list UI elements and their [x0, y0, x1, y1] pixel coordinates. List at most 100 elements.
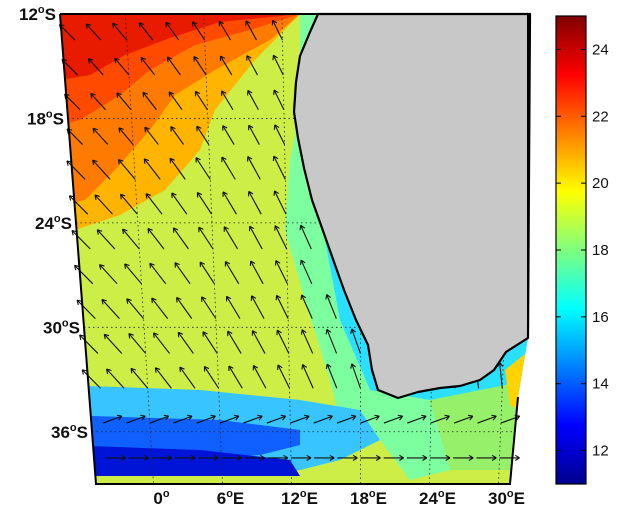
- coordinate-label: 18oE: [350, 488, 387, 508]
- wind-arrowhead: [106, 368, 112, 375]
- wind-arrow: [173, 415, 193, 424]
- wind-arrow: [116, 92, 132, 111]
- wind-arrow: [226, 296, 241, 319]
- wind-arrow: [351, 328, 361, 354]
- wind-arrowhead: [514, 454, 520, 461]
- wind-arrowhead: [114, 57, 120, 64]
- coordinate-label: 30oS: [43, 317, 80, 337]
- wind-arrow: [477, 415, 497, 424]
- wind-arrowhead: [92, 127, 98, 134]
- wind-arrow: [71, 230, 91, 250]
- wind-arrow: [301, 294, 313, 319]
- wind-vector-arrows: [58, 19, 521, 461]
- coordinate-label: 0o: [153, 488, 169, 508]
- wind-arrowhead: [140, 414, 146, 421]
- colorbar-tick-label: 24: [592, 41, 609, 58]
- wind-arrowhead: [138, 22, 145, 28]
- wind-arrow: [106, 368, 125, 389]
- wind-arrow: [87, 58, 104, 76]
- wind-arrowhead: [142, 91, 148, 98]
- wind-arrowhead: [257, 414, 263, 421]
- coordinate-label: 12oS: [19, 4, 56, 24]
- colorbar-tick-label: 20: [592, 175, 609, 192]
- wind-arrow: [430, 415, 450, 424]
- wind-arrowhead: [147, 227, 153, 234]
- wind-arrowhead: [300, 329, 307, 335]
- wind-arrow: [276, 295, 289, 319]
- wind-arrowhead: [167, 454, 173, 461]
- wind-arrowhead: [221, 90, 227, 96]
- wind-arrow: [143, 158, 161, 180]
- wind-arrowhead: [236, 454, 242, 461]
- wind-arrowhead: [168, 91, 175, 97]
- wind-arrow: [219, 55, 233, 76]
- wind-arrow: [300, 225, 312, 250]
- wind-arrow: [499, 362, 503, 389]
- wind-arrowhead: [245, 20, 251, 26]
- wind-arrowhead: [172, 227, 179, 233]
- wind-arrowhead: [421, 414, 427, 421]
- wind-arrow: [122, 228, 140, 250]
- wind-arrowhead: [170, 126, 176, 132]
- wind-arrowhead: [116, 92, 122, 98]
- wind-arrow: [248, 124, 260, 145]
- wind-arrowhead: [219, 55, 226, 62]
- wind-arrowhead: [90, 92, 96, 99]
- wind-arrowhead: [145, 193, 152, 199]
- wind-arrow: [176, 297, 193, 319]
- wind-arrow: [247, 90, 259, 111]
- wind-arrowhead: [169, 157, 175, 164]
- wind-arrowhead: [103, 333, 110, 340]
- wind-arrow: [101, 299, 120, 320]
- wind-arrowhead: [250, 295, 257, 301]
- wind-arrow: [223, 226, 239, 250]
- wind-arrow: [290, 415, 310, 424]
- wind-arrowhead: [467, 414, 474, 421]
- wind-arrowhead: [272, 54, 278, 61]
- wind-arrow: [171, 192, 188, 215]
- wind-arrow: [85, 23, 102, 41]
- wind-arrowhead: [124, 263, 130, 269]
- wind-arrowhead: [192, 21, 198, 27]
- wind-arrowhead: [177, 331, 184, 338]
- wind-arrow: [245, 20, 258, 41]
- wind-arrowhead: [274, 225, 280, 231]
- wind-arrow: [250, 260, 264, 285]
- wind-arrowhead: [248, 124, 254, 131]
- wind-arrow: [198, 226, 214, 250]
- wind-arrow: [144, 126, 159, 145]
- wind-arrowhead: [248, 190, 254, 197]
- wind-arrowhead: [154, 367, 161, 373]
- wind-arrow: [74, 264, 94, 285]
- wind-arrowhead: [325, 363, 332, 370]
- coordinate-label: 18oS: [27, 108, 64, 128]
- wind-arrow: [302, 364, 314, 389]
- wind-arrowhead: [195, 157, 201, 163]
- wind-arrowhead: [468, 454, 474, 461]
- wind-arrowhead: [280, 414, 287, 421]
- wind-arrow: [170, 126, 185, 145]
- wind-arrowhead: [213, 454, 219, 461]
- wind-arrowhead: [272, 155, 279, 162]
- wind-arrow: [221, 156, 236, 180]
- wind-arrow: [276, 329, 290, 354]
- temperature-colorbar: 12 14 16 18 20 22 24: [555, 15, 609, 485]
- wind-arrow: [167, 56, 181, 76]
- wind-arrow: [66, 160, 86, 180]
- wind-arrow: [273, 89, 285, 110]
- wind-arrowhead: [85, 23, 92, 29]
- wind-arrowhead: [81, 369, 88, 375]
- wind-arrowhead: [283, 454, 289, 461]
- wind-arrow: [275, 260, 288, 285]
- wind-arrowhead: [196, 125, 202, 132]
- wind-arrow: [227, 330, 242, 354]
- wind-arrow: [79, 334, 99, 354]
- wind-arrow: [145, 193, 163, 215]
- contour-band-southeast: [430, 380, 530, 470]
- wind-arrowhead: [143, 158, 150, 164]
- map-frame: [59, 13, 529, 485]
- wind-arrow: [118, 127, 134, 145]
- wind-arrowhead: [246, 55, 252, 61]
- wind-arrowhead: [202, 331, 208, 337]
- wind-arrowhead: [118, 127, 124, 133]
